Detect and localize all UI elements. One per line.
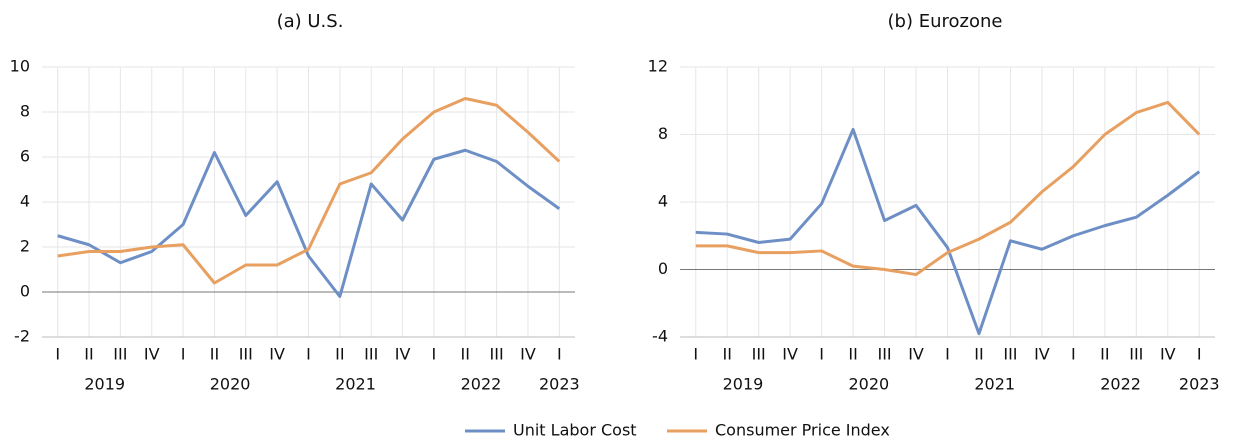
x-tick-label: III — [113, 345, 127, 364]
series-line — [57, 97, 561, 285]
x-tick-label: IV — [520, 345, 536, 364]
y-tick-label: -2 — [14, 327, 30, 346]
x-tick-label: I — [1071, 345, 1076, 364]
x-tick-label: III — [1129, 345, 1143, 364]
y-tick-label: 4 — [20, 192, 30, 211]
x-tick-label: IV — [782, 345, 798, 364]
x-tick-label: IV — [269, 345, 285, 364]
y-tick-label: 0 — [658, 259, 668, 278]
x-tick-label: II — [461, 345, 470, 364]
x-tick-label: III — [364, 345, 378, 364]
x-tick-label: I — [557, 345, 562, 364]
x-tick-label: I — [1197, 345, 1202, 364]
x-tick-label: III — [490, 345, 504, 364]
year-label: 2021 — [974, 375, 1015, 394]
y-tick-label: 10 — [10, 57, 30, 76]
x-tick-label: IV — [1160, 345, 1176, 364]
x-tick-label: I — [306, 345, 311, 364]
x-tick-label: I — [693, 345, 698, 364]
x-tick-label: II — [335, 345, 344, 364]
x-tick-label: I — [819, 345, 824, 364]
x-tick-label: III — [877, 345, 891, 364]
series-line — [695, 127, 1201, 336]
y-tick-label: 2 — [20, 237, 30, 256]
series-line — [57, 148, 561, 298]
series-line — [695, 100, 1201, 277]
y-tick-label: 0 — [20, 282, 30, 301]
x-tick-label: II — [1100, 345, 1109, 364]
year-label: 2020 — [848, 375, 889, 394]
y-tick-label: 8 — [658, 124, 668, 143]
x-tick-label: III — [239, 345, 253, 364]
year-label: 2022 — [1100, 375, 1141, 394]
y-tick-label: 6 — [20, 147, 30, 166]
chart-title: (a) U.S. — [277, 11, 344, 32]
year-label: 2020 — [210, 375, 251, 394]
year-label: 2019 — [723, 375, 764, 394]
year-label: 2022 — [461, 375, 502, 394]
y-tick-label: -4 — [652, 327, 668, 346]
x-tick-label: II — [848, 345, 857, 364]
x-tick-label: III — [752, 345, 766, 364]
year-label: 2023 — [539, 375, 580, 394]
x-tick-label: IV — [908, 345, 924, 364]
legend-label: Consumer Price Index — [715, 421, 890, 440]
year-label: 2019 — [84, 375, 125, 394]
year-label: 2021 — [335, 375, 376, 394]
x-tick-label: I — [181, 345, 186, 364]
x-tick-label: IV — [144, 345, 160, 364]
x-tick-label: II — [84, 345, 93, 364]
chart-title: (b) Eurozone — [888, 11, 1003, 32]
x-tick-label: II — [210, 345, 219, 364]
x-tick-label: IV — [395, 345, 411, 364]
x-tick-label: I — [432, 345, 437, 364]
y-tick-label: 4 — [658, 192, 668, 211]
x-tick-label: I — [945, 345, 950, 364]
legend-label: Unit Labor Cost — [513, 421, 637, 440]
year-label: 2023 — [1179, 375, 1220, 394]
x-tick-label: III — [1003, 345, 1017, 364]
x-tick-label: II — [974, 345, 983, 364]
x-tick-label: IV — [1034, 345, 1050, 364]
y-tick-label: 12 — [648, 57, 668, 76]
y-tick-label: 8 — [20, 102, 30, 121]
x-tick-label: I — [55, 345, 60, 364]
x-tick-label: II — [722, 345, 731, 364]
